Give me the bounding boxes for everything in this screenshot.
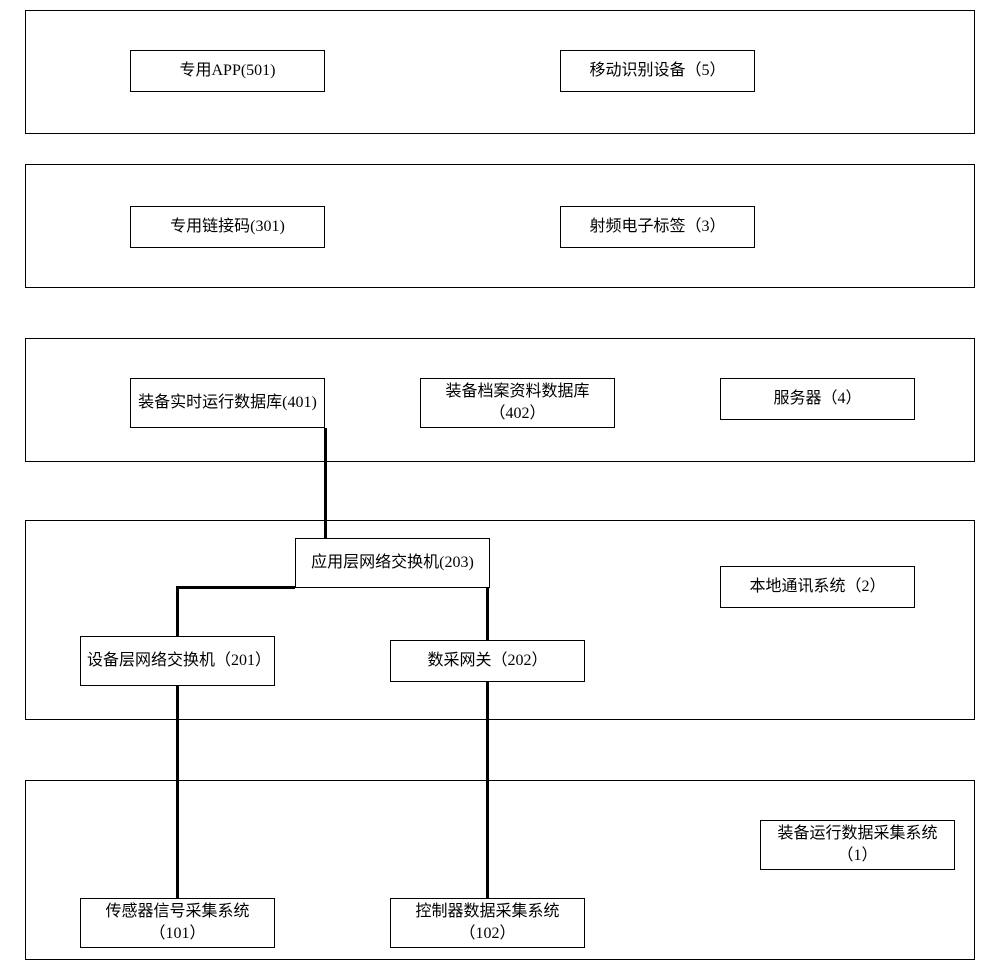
- node-501-app: 专用APP(501): [130, 50, 325, 92]
- edge-203-to-201-h: [176, 586, 295, 589]
- diagram-canvas: 专用APP(501) 移动识别设备（5） 专用链接码(301) 射频电子标签（3…: [0, 0, 1000, 978]
- node-label: 控制器数据采集系统（102）: [397, 901, 578, 944]
- node-label: 专用APP(501): [179, 60, 275, 82]
- node-402-archive-db: 装备档案资料数据库（402）: [420, 378, 615, 428]
- node-101-sensor-acq: 传感器信号采集系统（101）: [80, 898, 275, 948]
- node-label: 装备运行数据采集系统（1）: [767, 823, 948, 866]
- node-label: 传感器信号采集系统（101）: [87, 901, 268, 944]
- edge-202-to-102: [486, 682, 489, 898]
- node-203-app-switch: 应用层网络交换机(203): [295, 538, 490, 588]
- node-202-daq-gateway: 数采网关（202）: [390, 640, 585, 682]
- node-label: 应用层网络交换机(203): [311, 552, 474, 574]
- node-label: 射频电子标签（3）: [589, 216, 725, 238]
- node-301-link-code: 专用链接码(301): [130, 206, 325, 248]
- node-401-realtime-db: 装备实时运行数据库(401): [130, 378, 325, 428]
- node-label: 专用链接码(301): [170, 216, 285, 238]
- node-label: 数采网关（202）: [427, 650, 547, 672]
- edge-203-to-202: [486, 588, 489, 640]
- node-label: 装备档案资料数据库（402）: [427, 381, 608, 424]
- node-5-mobile-device: 移动识别设备（5）: [560, 50, 755, 92]
- node-label: 服务器（4）: [773, 388, 861, 410]
- node-label: 装备实时运行数据库(401): [138, 392, 317, 414]
- node-label: 设备层网络交换机（201）: [87, 650, 268, 672]
- node-201-device-switch: 设备层网络交换机（201）: [80, 636, 275, 686]
- edge-401-to-203: [324, 428, 327, 538]
- node-102-controller-acq: 控制器数据采集系统（102）: [390, 898, 585, 948]
- edge-203-to-201-v: [176, 588, 179, 636]
- edge-201-to-101: [176, 686, 179, 898]
- node-1-daq-system: 装备运行数据采集系统（1）: [760, 820, 955, 870]
- node-3-rfid-tag: 射频电子标签（3）: [560, 206, 755, 248]
- node-4-server: 服务器（4）: [720, 378, 915, 420]
- node-label: 本地通讯系统（2）: [749, 576, 885, 598]
- node-label: 移动识别设备（5）: [589, 60, 725, 82]
- node-2-local-comm: 本地通讯系统（2）: [720, 566, 915, 608]
- layer-2-local-comm: [25, 520, 975, 720]
